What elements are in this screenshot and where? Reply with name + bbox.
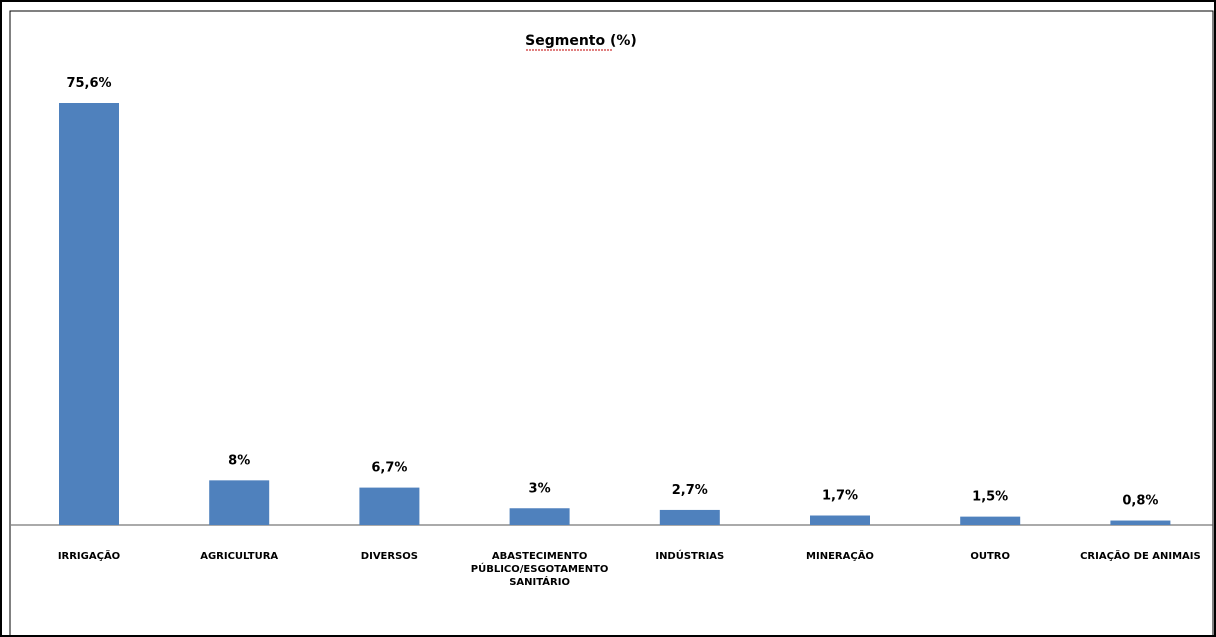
data-label: 1,5% [972,490,1008,505]
category-label-line: PÚBLICO/ESGOTAMENTO [471,562,609,575]
data-label: 6,7% [371,461,407,476]
category-label: INDÚSTRIAS [655,549,724,562]
category-label-line: CRIAÇÃO DE ANIMAIS [1080,549,1201,562]
category-label: ABASTECIMENTO PÚBLICO/ESGOTAMENTO SANITÁRI… [471,551,609,588]
category-label: CRIAÇÃO DE ANIMAIS [1080,549,1201,562]
category-label: OUTRO [970,551,1010,562]
data-labels-group: 75,6% 8% 6,7% 3% 2,7% 1,7% 1,5% 0,8% [66,76,1158,509]
category-label: MINERAÇÃO [806,549,874,562]
plot-area-border [9,10,1214,637]
data-label: 1,7% [822,489,858,504]
category-label: IRRIGAÇÃO [58,549,120,562]
chart-title: Segmento (%) [525,33,637,49]
data-label: 3% [529,481,551,496]
bar [59,103,119,525]
category-label-line: ABASTECIMENTO [492,551,588,562]
bar [1110,520,1171,525]
bar [960,516,1021,525]
category-label: DIVERSOS [361,551,418,562]
bar [359,487,420,525]
category-label-line: DIVERSOS [361,551,418,562]
data-label: 8% [228,453,250,468]
category-label-line: SANITÁRIO [509,575,570,588]
data-label: 2,7% [672,483,708,498]
category-labels-group: IRRIGAÇÃO AGRICULTURA DIVERSOS ABASTECIMENT… [58,549,1201,588]
bar [209,480,270,525]
bars-group [59,103,1171,525]
category-label: AGRICULTURA [200,551,278,562]
bar [659,509,720,525]
category-label-line: INDÚSTRIAS [655,549,724,562]
bar [810,515,870,525]
bar [509,508,570,525]
category-label-line: IRRIGAÇÃO [58,549,120,562]
data-label: 0,8% [1122,494,1158,509]
data-label: 75,6% [66,76,111,91]
category-label-line: MINERAÇÃO [806,549,874,562]
category-label-line: OUTRO [970,551,1010,562]
category-label-line: AGRICULTURA [200,551,278,562]
